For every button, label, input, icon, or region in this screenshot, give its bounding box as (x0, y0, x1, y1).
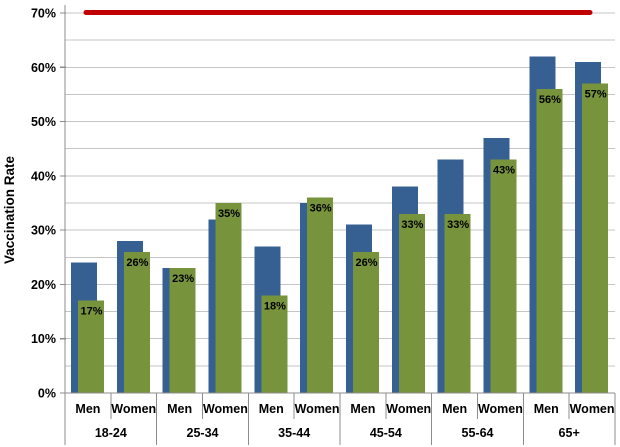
group-label: 35-44 (278, 426, 310, 440)
bar-series-green (169, 268, 196, 393)
subcategory-label: Men (534, 402, 559, 416)
bar-series-green (444, 213, 471, 393)
axes-layer (60, 5, 616, 445)
bar-value-label: 56% (539, 94, 561, 106)
y-tick-label: 20% (31, 278, 56, 292)
bar-value-label: 35% (218, 208, 240, 220)
group-label: 18-24 (95, 426, 127, 440)
subcategory-label: Men (167, 402, 192, 416)
bar-series-green (78, 300, 104, 393)
bar-series-green (261, 295, 288, 393)
bar-value-label: 33% (401, 219, 423, 231)
bar-value-label: 18% (264, 300, 286, 312)
bar-series-green (307, 197, 334, 393)
bar-series-green (215, 203, 242, 393)
y-tick-label: 30% (31, 224, 56, 238)
bar-value-label: 17% (81, 306, 103, 318)
bar-value-label: 36% (310, 203, 332, 215)
group-label: 65+ (559, 426, 580, 440)
subcategory-label: Women (203, 402, 248, 416)
bar-value-label: 23% (172, 273, 194, 285)
subcategory-label: Women (570, 402, 615, 416)
y-tick-label: 40% (31, 169, 56, 183)
bar-series-green (123, 251, 150, 393)
subcategory-label: Women (386, 402, 431, 416)
bar-series-green (398, 213, 425, 393)
group-label: 45-54 (370, 426, 402, 440)
y-tick-label: 60% (31, 61, 56, 75)
subcategory-label: Men (442, 402, 467, 416)
subcategory-label: Women (478, 402, 523, 416)
bar-value-label: 33% (447, 219, 469, 231)
bar-value-label: 43% (493, 165, 515, 177)
bar-series-green (582, 83, 609, 394)
subcategory-label: Women (111, 402, 156, 416)
bar-series-green (536, 89, 563, 393)
bar-series-green (490, 159, 517, 393)
bars-layer: 17% 26% 23% 35% 18% 36% 26% 33% 33% 43% 56% 57% (71, 56, 609, 394)
group-label: 25-34 (187, 426, 219, 440)
group-label: 55-64 (462, 426, 494, 440)
y-tick-label: 70% (31, 7, 56, 21)
subcategory-label: Men (75, 402, 100, 416)
bar-series-green (353, 251, 379, 393)
y-tick-label: 50% (31, 115, 56, 129)
y-tick-label: 10% (31, 332, 56, 346)
subcategory-label: Men (350, 402, 375, 416)
bar-value-label: 26% (126, 257, 148, 269)
labels-layer: 0% 10% 20% 30% 40% 50% 60% 70% Men Women Men Women M… (31, 7, 615, 441)
bar-value-label: 57% (585, 89, 607, 101)
y-tick-label: 0% (38, 387, 56, 401)
subcategory-label: Men (259, 402, 284, 416)
y-axis-title: Vaccination Rate (2, 155, 17, 264)
subcategory-label: Women (295, 402, 340, 416)
bar-value-label: 26% (356, 257, 378, 269)
